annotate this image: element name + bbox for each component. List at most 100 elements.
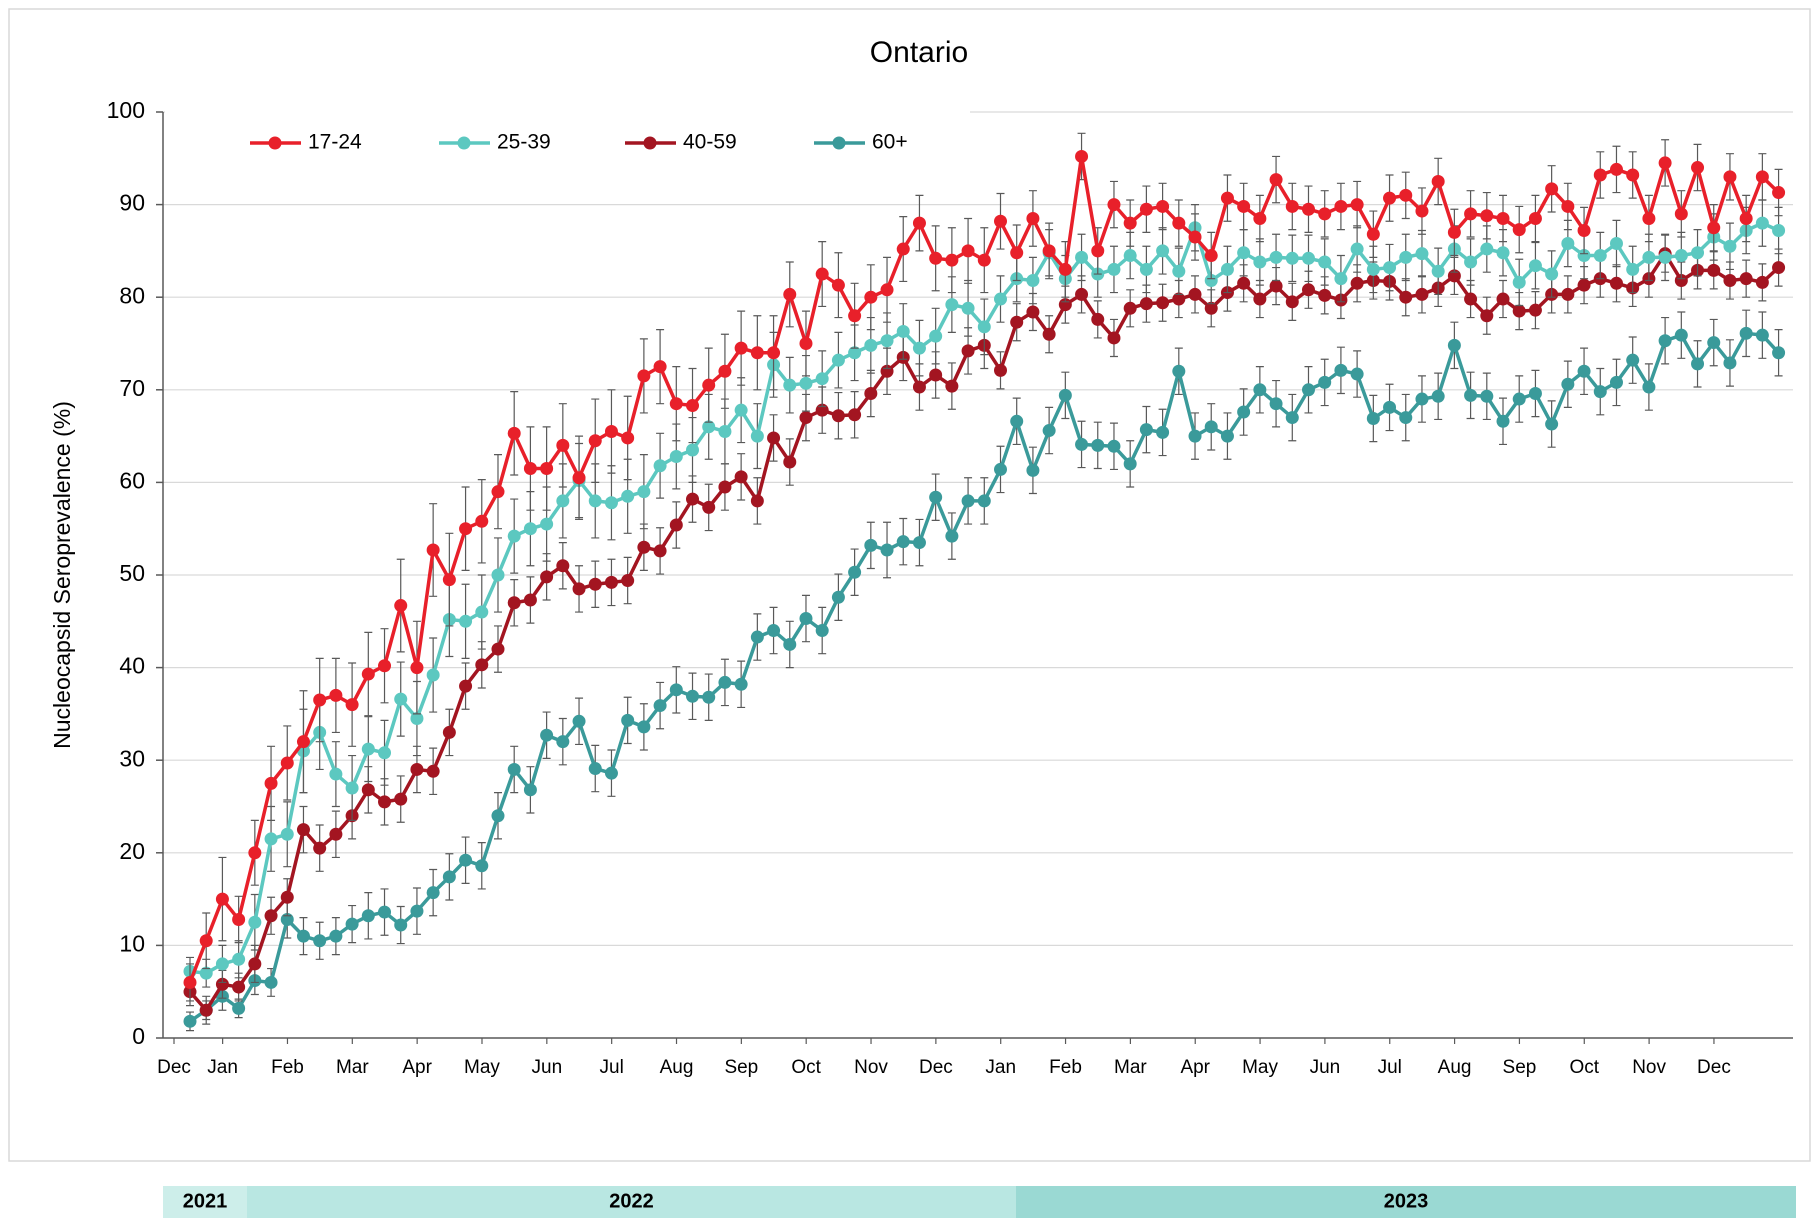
data-point [426, 543, 440, 557]
series [183, 234, 1786, 1025]
data-point [1512, 223, 1526, 237]
data-point [1237, 199, 1251, 213]
data-point [1772, 346, 1786, 360]
data-point [264, 975, 278, 989]
data-point [1107, 262, 1121, 276]
data-point [831, 278, 845, 292]
data-point [426, 764, 440, 778]
data-point [1237, 276, 1251, 290]
data-point [1755, 216, 1769, 230]
data-point [507, 529, 521, 543]
data-point [1480, 389, 1494, 403]
x-tick-label: Jun [532, 1057, 563, 1078]
data-point [1561, 287, 1575, 301]
data-point [523, 593, 537, 607]
data-point [1123, 249, 1137, 263]
legend: 17-24 25-39 40-59 60+ [165, 104, 970, 154]
x-tick-label: Apr [1180, 1057, 1210, 1078]
data-point [361, 783, 375, 797]
data-point [410, 661, 424, 675]
data-point [880, 283, 894, 297]
data-point [718, 675, 732, 689]
data-point [459, 522, 473, 536]
data-point [945, 529, 959, 543]
data-point [232, 912, 246, 926]
data-point [1658, 156, 1672, 170]
data-point [799, 376, 813, 390]
data-point [507, 426, 521, 440]
data-point [556, 735, 570, 749]
data-point [394, 599, 408, 613]
data-point [1107, 331, 1121, 345]
x-tick-label: Aug [660, 1057, 694, 1078]
data-point [896, 324, 910, 338]
data-point [1512, 304, 1526, 318]
year-label: 2021 [183, 1190, 228, 1212]
data-point [783, 455, 797, 469]
data-point [1075, 250, 1089, 264]
data-point [1042, 424, 1056, 438]
data-point [491, 568, 505, 582]
data-point [540, 570, 554, 584]
data-point [1139, 297, 1153, 311]
data-point [994, 363, 1007, 377]
data-point [442, 573, 456, 587]
data-point [345, 698, 359, 712]
x-tick-label: Sep [724, 1057, 758, 1078]
x-tick-label: Nov [854, 1057, 888, 1078]
data-point [977, 494, 991, 508]
data-point [1691, 357, 1705, 371]
legend-label: 40-59 [683, 131, 737, 154]
data-point [1772, 224, 1786, 238]
x-tick-label: Apr [402, 1057, 432, 1078]
data-point [1577, 249, 1591, 263]
data-point [929, 251, 943, 265]
year-label: 2023 [1384, 1190, 1429, 1212]
x-tick-label: May [1242, 1057, 1278, 1078]
data-point [686, 443, 700, 457]
data-point [1431, 389, 1445, 403]
data-point [264, 832, 278, 846]
data-point [1626, 262, 1640, 276]
data-point [912, 380, 926, 394]
data-point [750, 429, 764, 443]
data-point [1318, 207, 1332, 221]
data-point [945, 298, 959, 312]
data-point [864, 538, 878, 552]
data-point [702, 500, 716, 514]
data-point [1139, 202, 1153, 216]
data-point [232, 980, 246, 994]
data-point [1220, 191, 1234, 205]
data-point [1010, 246, 1024, 260]
data-point [1172, 264, 1186, 278]
data-point [248, 957, 262, 971]
data-point [1528, 387, 1542, 401]
x-tick-label: May [464, 1057, 500, 1078]
data-point [1545, 182, 1559, 196]
data-point [783, 637, 797, 651]
data-point [799, 411, 813, 425]
x-tick-label: Jun [1310, 1057, 1341, 1078]
data-point [1334, 272, 1348, 286]
data-point [653, 360, 667, 374]
data-point [588, 762, 602, 776]
data-point [1123, 457, 1137, 471]
y-tick-label: 50 [119, 560, 145, 586]
data-point [1626, 168, 1640, 182]
data-point [1318, 255, 1332, 269]
data-point [1107, 439, 1121, 453]
data-point [1464, 292, 1478, 306]
data-point [329, 767, 343, 781]
data-point [1091, 312, 1105, 326]
data-point [815, 267, 829, 281]
data-point [523, 462, 537, 476]
data-point [1415, 247, 1429, 261]
data-point [912, 341, 926, 355]
x-tick-label: Jan [207, 1057, 238, 1078]
plot [183, 132, 1786, 1032]
data-point [637, 485, 651, 499]
data-point [507, 762, 521, 776]
data-point [1172, 364, 1186, 378]
data-point [313, 693, 327, 707]
